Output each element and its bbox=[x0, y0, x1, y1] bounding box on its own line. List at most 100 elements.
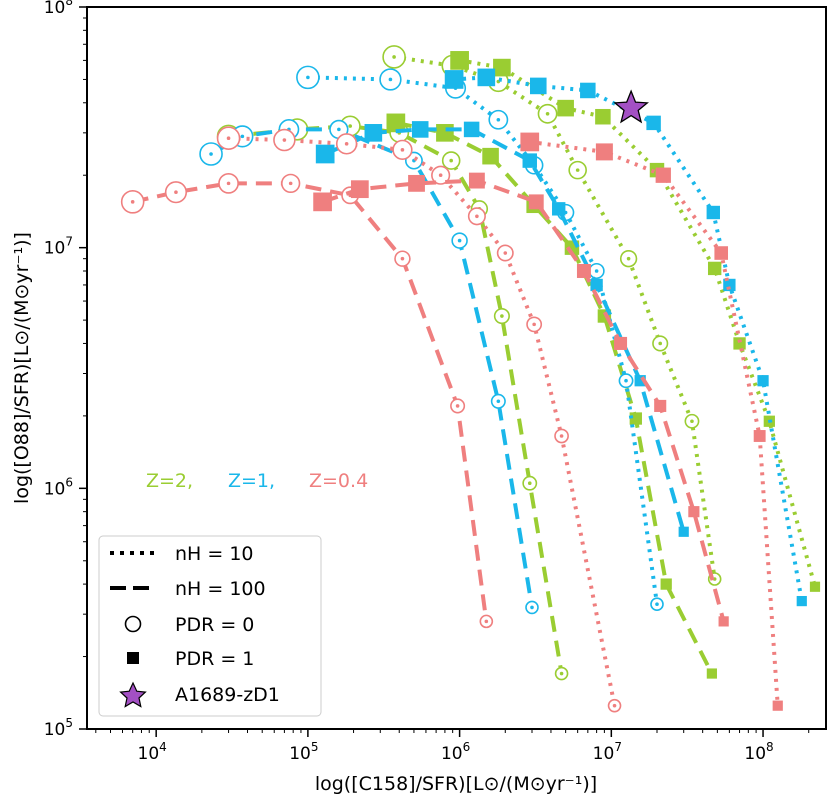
legend-label-nh100: nH = 100 bbox=[175, 578, 266, 600]
data-point-circle-center bbox=[344, 142, 349, 146]
data-point-square bbox=[522, 153, 537, 168]
data-point-circle-center bbox=[500, 314, 504, 318]
data-point-square bbox=[629, 412, 642, 425]
data-point-square bbox=[707, 261, 722, 276]
data-point-square bbox=[444, 70, 464, 89]
data-point-square bbox=[557, 99, 574, 117]
series-line bbox=[453, 75, 804, 602]
data-point-square bbox=[688, 506, 700, 518]
data-point-square bbox=[364, 124, 383, 142]
series-z-2-nh-10-pdr-0 bbox=[382, 45, 722, 586]
data-point-circle-center bbox=[530, 605, 534, 610]
data-point-circle-center bbox=[240, 134, 245, 139]
data-point-square bbox=[493, 58, 511, 77]
data-point-square bbox=[528, 194, 544, 210]
data-point-circle-center bbox=[288, 181, 293, 186]
legend-label-pdr0: PDR = 0 bbox=[175, 614, 254, 636]
data-point-circle-center bbox=[438, 173, 443, 178]
legend-star-icon bbox=[119, 681, 147, 708]
data-point-circle-center bbox=[226, 136, 231, 141]
data-point-circle-center bbox=[624, 378, 628, 383]
data-point-square bbox=[436, 124, 454, 142]
series-line bbox=[393, 54, 717, 580]
series-z-0-4-nh-100-pdr-1 bbox=[313, 172, 729, 627]
data-point-square bbox=[723, 278, 736, 292]
data-point-circle-center bbox=[658, 341, 663, 346]
data-point-circle-center bbox=[496, 117, 501, 122]
legend-filled-square-icon bbox=[127, 652, 139, 664]
data-point-square bbox=[595, 108, 611, 125]
data-point-square bbox=[660, 578, 672, 590]
y-axis-label: log([O88]/SFR)[L⊙/(M⊙yr⁻¹)] bbox=[11, 232, 33, 504]
y-tick-label: 107 bbox=[44, 235, 73, 259]
data-point-square bbox=[614, 336, 628, 350]
data-point-circle-center bbox=[559, 434, 564, 438]
data-point-square bbox=[580, 82, 596, 99]
z-labels: Z=2, Z=1, Z=0.4 bbox=[146, 470, 368, 492]
data-point-circle-center bbox=[455, 404, 460, 408]
star-layer bbox=[613, 89, 649, 124]
data-point-circle-center bbox=[484, 619, 489, 624]
data-point-square bbox=[468, 172, 485, 189]
data-point-circle-center bbox=[400, 148, 405, 152]
data-point-square bbox=[463, 121, 480, 138]
data-point-square bbox=[595, 143, 613, 161]
data-point-circle-center bbox=[532, 322, 536, 327]
data-point-square bbox=[634, 375, 646, 387]
data-point-circle-center bbox=[503, 251, 508, 255]
legend-box bbox=[98, 535, 322, 717]
data-point-square bbox=[714, 246, 729, 260]
data-point-circle-center bbox=[392, 55, 396, 59]
data-point-square bbox=[576, 264, 591, 278]
data-point-square bbox=[753, 430, 766, 442]
data-point-circle-center bbox=[226, 181, 231, 186]
data-point-circle-center bbox=[348, 124, 352, 128]
legend-label-a1689: A1689-zD1 bbox=[175, 684, 280, 706]
data-point-circle-center bbox=[130, 200, 135, 204]
data-point-circle-center bbox=[690, 419, 694, 424]
data-point-circle-center bbox=[545, 111, 550, 116]
data-point-circle-center bbox=[575, 168, 580, 172]
data-point-circle-center bbox=[337, 127, 341, 132]
x-axis-label: log([C158]/SFR)[L⊙/(M⊙yr⁻¹)] bbox=[315, 773, 597, 795]
data-point-square bbox=[408, 174, 425, 192]
data-point-square bbox=[706, 205, 720, 220]
data-point-circle-center bbox=[457, 238, 462, 243]
data-point-square bbox=[646, 115, 661, 131]
legend-open-circle-icon bbox=[124, 615, 142, 633]
series-z-0-4-nh-10-pdr-1 bbox=[520, 132, 783, 711]
x-tick-label: 106 bbox=[441, 740, 470, 764]
data-point-square bbox=[757, 375, 769, 387]
data-point-square bbox=[411, 121, 429, 138]
legend-label-nh10: nH = 10 bbox=[175, 543, 254, 565]
x-tick-label: 105 bbox=[289, 740, 318, 764]
data-point-circle-center bbox=[594, 269, 599, 273]
data-point-circle-center bbox=[449, 158, 453, 163]
data-point-square bbox=[482, 147, 499, 165]
data-point-circle-center bbox=[612, 703, 617, 708]
z-label-04: Z=0.4 bbox=[309, 470, 368, 492]
plot-frame bbox=[86, 6, 827, 730]
data-point-square bbox=[706, 668, 717, 679]
data-point-circle-center bbox=[209, 152, 213, 156]
series-z-0-4-nh-10-pdr-0 bbox=[216, 126, 622, 713]
series-z-0-4-nh-100-pdr-0 bbox=[120, 172, 494, 629]
data-point-square bbox=[796, 595, 807, 607]
data-point-square bbox=[477, 68, 496, 87]
data-point-square bbox=[315, 144, 335, 164]
data-point-square bbox=[450, 51, 469, 70]
data-point-circle-center bbox=[388, 77, 393, 82]
data-point-square bbox=[809, 581, 821, 592]
data-point-circle-center bbox=[496, 399, 501, 404]
data-point-square bbox=[654, 399, 667, 412]
data-point-square bbox=[772, 700, 783, 711]
a1689-zd1-star bbox=[613, 89, 649, 124]
data-point-square bbox=[520, 132, 540, 152]
data-point-circle-center bbox=[655, 602, 659, 607]
data-point-circle-center bbox=[174, 190, 178, 195]
z-label-2: Z=2, bbox=[146, 470, 193, 492]
data-point-square bbox=[678, 526, 689, 537]
y-tick-label: 108 bbox=[44, 0, 73, 18]
